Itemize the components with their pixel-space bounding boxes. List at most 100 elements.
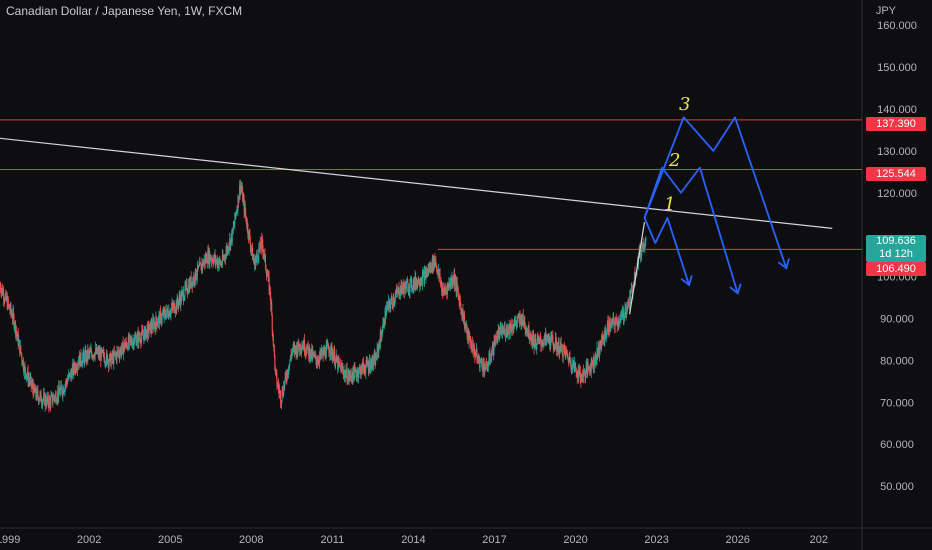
candle-body — [349, 376, 351, 380]
candle-body — [235, 213, 237, 216]
candle-body — [485, 361, 487, 371]
candle-body — [305, 350, 307, 353]
candle-body — [205, 255, 207, 262]
candle-body — [511, 324, 513, 332]
candle-body — [162, 311, 164, 314]
candle-body — [268, 274, 270, 277]
countdown-value: 1d 12h — [879, 248, 913, 260]
candle-body — [448, 283, 450, 287]
candle-body — [189, 280, 191, 292]
candle-body — [203, 262, 205, 266]
candle-body — [322, 349, 324, 356]
candle-body — [449, 286, 451, 288]
candle-body — [18, 340, 20, 345]
candle-body — [401, 282, 403, 289]
candle-body — [361, 363, 363, 366]
candle-body — [548, 335, 550, 340]
candle-body — [126, 346, 128, 348]
candle-body — [537, 339, 539, 341]
candle-body — [144, 327, 146, 339]
candle-body — [498, 331, 500, 338]
candle-body — [278, 388, 280, 393]
candle-body — [458, 297, 460, 306]
candle-body — [297, 350, 299, 355]
candle-body — [211, 259, 213, 261]
candle-body — [51, 393, 53, 395]
candle-body — [508, 325, 510, 330]
candle-body — [343, 373, 345, 377]
candle-body — [510, 329, 512, 332]
candle-body — [472, 344, 474, 354]
candle-body — [87, 349, 89, 358]
candle-body — [87, 351, 89, 358]
candle-body — [72, 364, 74, 369]
candle-body — [515, 321, 517, 326]
candle-body — [295, 348, 297, 355]
candle-body — [422, 272, 424, 275]
candle-body — [69, 372, 71, 379]
candle-body — [219, 260, 221, 265]
candle-body — [108, 360, 110, 366]
candle-body — [324, 349, 326, 357]
candle-body — [182, 291, 184, 301]
candle-body — [289, 360, 291, 364]
candle-body — [159, 311, 161, 324]
candle-body — [207, 251, 209, 263]
candle-body — [579, 371, 581, 378]
candle-body — [142, 331, 144, 336]
candle-body — [513, 324, 515, 329]
candle-body — [453, 273, 455, 281]
candle-body — [168, 310, 170, 317]
candle-body — [486, 367, 488, 371]
candle-body — [611, 319, 613, 322]
candle-body — [79, 354, 81, 366]
candle-body — [618, 323, 620, 325]
candle-body — [500, 326, 502, 328]
candle-body — [643, 246, 645, 248]
candle-body — [562, 347, 564, 357]
candle-body — [567, 358, 569, 362]
candle-body — [262, 252, 264, 254]
candle-body — [493, 340, 495, 351]
candle-body — [267, 275, 269, 277]
candle-body — [161, 319, 163, 322]
candle-body — [76, 369, 78, 371]
candle-body — [495, 335, 497, 346]
candle-body — [339, 362, 341, 366]
candle-body — [524, 321, 526, 329]
candle-body — [460, 303, 462, 309]
candle-body — [125, 341, 127, 346]
candle-body — [458, 294, 460, 298]
candle-body — [553, 347, 555, 350]
candle-body — [364, 371, 366, 373]
candle-body — [367, 365, 369, 371]
candle-body — [104, 362, 106, 364]
candle-body — [544, 335, 546, 340]
candle-body — [427, 270, 429, 274]
candle-body — [169, 314, 171, 317]
candle-body — [408, 288, 410, 292]
candle-body — [340, 366, 342, 373]
candle-body — [542, 344, 544, 346]
candle-body — [37, 390, 39, 397]
candle-body — [450, 278, 452, 283]
candle-body — [462, 320, 464, 322]
candle-body — [539, 337, 541, 339]
candle-body — [383, 319, 385, 327]
candle-body — [1, 290, 3, 294]
candle-body — [253, 257, 255, 262]
candle-body — [45, 403, 47, 406]
candle-body — [571, 368, 573, 370]
candle-body — [164, 310, 166, 316]
candle-body — [188, 284, 190, 292]
candle-body — [509, 323, 511, 334]
candle-body — [135, 337, 137, 339]
candle-body — [489, 352, 491, 361]
candle-body — [295, 345, 297, 349]
candle-body — [187, 291, 189, 293]
candle-body — [209, 254, 211, 264]
candle-body — [302, 344, 304, 347]
candle-body — [184, 284, 186, 297]
candle-body — [466, 324, 468, 329]
